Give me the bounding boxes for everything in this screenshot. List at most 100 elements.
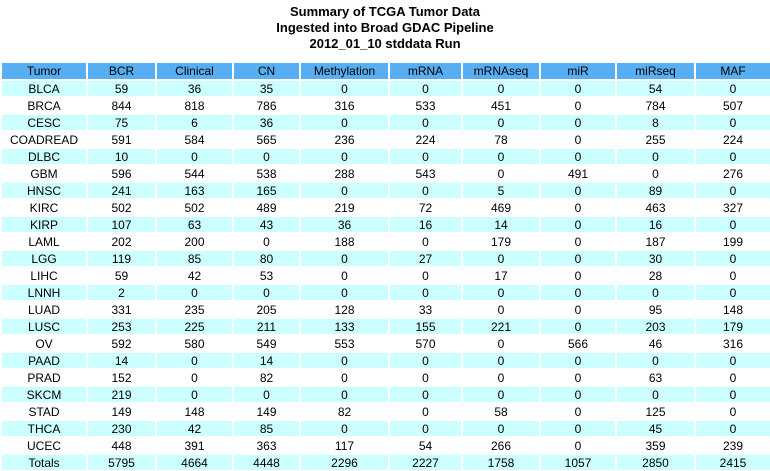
value-cell-maf: 0 — [694, 368, 770, 387]
value-cell-methylation: 0 — [299, 419, 390, 438]
value-cell-maf: 0 — [694, 79, 770, 98]
value-cell-bcr: 149 — [86, 402, 157, 421]
value-cell-bcr: 253 — [86, 317, 157, 336]
table-row-lgg: LGG 119 85 80 0 27 0 0 30 0 — [0, 249, 770, 268]
value-cell-maf: 0 — [694, 266, 770, 285]
value-cell-cn: 489 — [232, 198, 301, 217]
value-cell-maf: 239 — [694, 436, 770, 455]
value-cell-bcr: 448 — [86, 436, 157, 455]
value-cell-mrna: 0 — [388, 385, 463, 404]
value-cell-maf: 327 — [694, 198, 770, 217]
table-row-coadread: COADREAD 591 584 565 236 224 78 0 255 224 — [0, 130, 770, 149]
value-cell-maf: 2415 — [694, 453, 770, 471]
tumor-name-cell: LNNH — [0, 283, 88, 302]
value-cell-cn: 165 — [232, 181, 301, 200]
table-row-kirp: KIRP 107 63 43 36 16 14 0 16 0 — [0, 215, 770, 234]
value-cell-clinical: 200 — [155, 232, 234, 251]
value-cell-mir: 0 — [539, 249, 617, 268]
title-line-3: 2012_01_10 stddata Run — [309, 36, 461, 51]
value-cell-cn: 43 — [232, 215, 301, 234]
tumor-name-cell: HNSC — [0, 181, 88, 200]
value-cell-clinical: 4664 — [155, 453, 234, 471]
value-cell-mrnaseq: 0 — [461, 351, 541, 370]
value-cell-mrnaseq: 5 — [461, 181, 541, 200]
value-cell-maf: 224 — [694, 130, 770, 149]
value-cell-cn: 0 — [232, 232, 301, 251]
value-cell-mrna: 0 — [388, 113, 463, 132]
table-row-laml: LAML 202 200 0 188 0 179 0 187 199 — [0, 232, 770, 251]
value-cell-methylation: 2296 — [299, 453, 390, 471]
table-row-prad: PRAD 152 0 82 0 0 0 0 63 0 — [0, 368, 770, 387]
value-cell-mrna: 72 — [388, 198, 463, 217]
value-cell-mrnaseq: 0 — [461, 79, 541, 98]
value-cell-mir: 0 — [539, 419, 617, 438]
value-cell-cn: 0 — [232, 283, 301, 302]
value-cell-mir: 0 — [539, 436, 617, 455]
value-cell-mirseq: 54 — [615, 79, 696, 98]
value-cell-clinical: 36 — [155, 79, 234, 98]
tumor-name-cell: KIRC — [0, 198, 88, 217]
header-row: Tumor BCR Clinical CN Methylation mRNA mRNAseq… — [0, 61, 770, 81]
column-header-mrna: mRNA — [388, 61, 463, 81]
value-cell-methylation: 188 — [299, 232, 390, 251]
value-cell-mirseq: 2850 — [615, 453, 696, 471]
value-cell-methylation: 288 — [299, 164, 390, 183]
tumor-name-cell: COADREAD — [0, 130, 88, 149]
value-cell-mrnaseq: 0 — [461, 368, 541, 387]
value-cell-clinical: 163 — [155, 181, 234, 200]
value-cell-mirseq: 16 — [615, 215, 696, 234]
tumor-name-cell: OV — [0, 334, 88, 353]
tumor-name-cell: UCEC — [0, 436, 88, 455]
value-cell-mirseq: 0 — [615, 385, 696, 404]
value-cell-mir: 566 — [539, 334, 617, 353]
value-cell-cn: 14 — [232, 351, 301, 370]
value-cell-cn: 0 — [232, 385, 301, 404]
value-cell-methylation: 316 — [299, 96, 390, 115]
value-cell-mir: 0 — [539, 215, 617, 234]
tumor-name-cell: DLBC — [0, 147, 88, 166]
value-cell-maf: 179 — [694, 317, 770, 336]
value-cell-mir: 0 — [539, 79, 617, 98]
value-cell-mrnaseq: 0 — [461, 334, 541, 353]
value-cell-mir: 0 — [539, 351, 617, 370]
tumor-name-cell: SKCM — [0, 385, 88, 404]
value-cell-methylation: 0 — [299, 249, 390, 268]
value-cell-maf: 507 — [694, 96, 770, 115]
value-cell-mirseq: 30 — [615, 249, 696, 268]
value-cell-mrna: 2227 — [388, 453, 463, 471]
value-cell-maf: 0 — [694, 113, 770, 132]
value-cell-clinical: 0 — [155, 283, 234, 302]
column-header-mrnaseq: mRNAseq — [461, 61, 541, 81]
value-cell-bcr: 202 — [86, 232, 157, 251]
value-cell-maf: 0 — [694, 402, 770, 421]
value-cell-mrna: 0 — [388, 402, 463, 421]
value-cell-bcr: 75 — [86, 113, 157, 132]
tumor-name-cell: LAML — [0, 232, 88, 251]
value-cell-mrnaseq: 1758 — [461, 453, 541, 471]
value-cell-mirseq: 784 — [615, 96, 696, 115]
table-row-ucec: UCEC 448 391 363 117 54 266 0 359 239 — [0, 436, 770, 455]
tumor-name-cell: BLCA — [0, 79, 88, 98]
table-row-paad: PAAD 14 0 14 0 0 0 0 0 0 — [0, 351, 770, 370]
value-cell-mirseq: 0 — [615, 283, 696, 302]
title-line-2: Ingested into Broad GDAC Pipeline — [276, 20, 494, 35]
tumor-name-cell: CESC — [0, 113, 88, 132]
value-cell-mrnaseq: 469 — [461, 198, 541, 217]
value-cell-clinical: 42 — [155, 266, 234, 285]
value-cell-cn: 549 — [232, 334, 301, 353]
value-cell-mrnaseq: 0 — [461, 164, 541, 183]
value-cell-cn: 53 — [232, 266, 301, 285]
value-cell-mirseq: 46 — [615, 334, 696, 353]
value-cell-methylation: 0 — [299, 351, 390, 370]
value-cell-mir: 0 — [539, 130, 617, 149]
value-cell-mrna: 0 — [388, 266, 463, 285]
column-header-mirseq: miRseq — [615, 61, 696, 81]
tcga-summary-table: Tumor BCR Clinical CN Methylation mRNA mRNAseq… — [0, 61, 770, 471]
value-cell-cn: 80 — [232, 249, 301, 268]
value-cell-mrna: 33 — [388, 300, 463, 319]
value-cell-mrna: 543 — [388, 164, 463, 183]
tumor-name-cell: PAAD — [0, 351, 88, 370]
value-cell-methylation: 0 — [299, 266, 390, 285]
value-cell-methylation: 0 — [299, 79, 390, 98]
value-cell-mrnaseq: 0 — [461, 147, 541, 166]
